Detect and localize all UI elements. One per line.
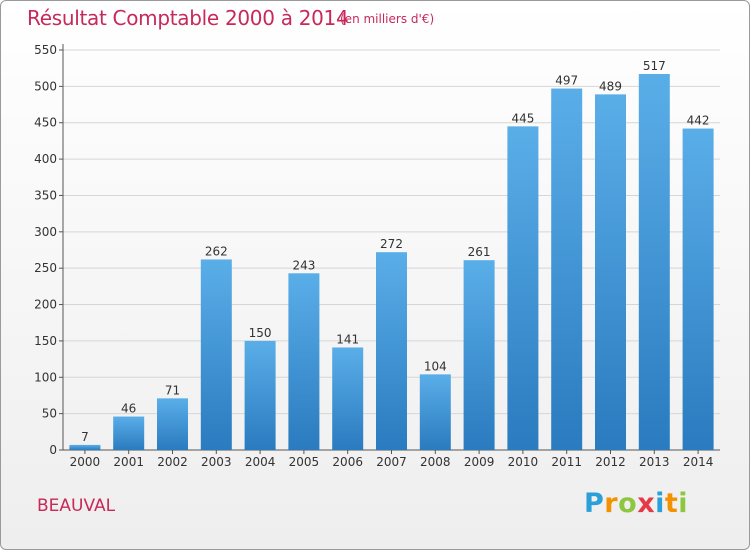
data-label: 261: [468, 245, 491, 259]
y-tick-label: 450: [34, 116, 57, 130]
data-label: 104: [424, 359, 447, 373]
x-tick-label: 2005: [289, 455, 320, 469]
bar: [507, 126, 539, 450]
y-tick-label: 250: [34, 261, 57, 275]
bar: [244, 340, 276, 450]
data-label: 489: [599, 79, 622, 93]
data-label: 262: [205, 244, 228, 258]
data-label: 243: [292, 258, 315, 272]
data-label: 7: [81, 430, 89, 444]
bar: [595, 94, 626, 450]
x-tick-label: 2012: [595, 455, 626, 469]
data-label: 517: [643, 59, 666, 73]
x-tick-label: 2013: [639, 455, 670, 469]
bar: [376, 252, 407, 450]
data-label: 71: [165, 383, 180, 397]
y-tick-label: 400: [34, 152, 57, 166]
y-tick-label: 200: [34, 298, 57, 312]
bar: [419, 374, 451, 450]
chart-title: Résultat Comptable 2000 à 2014: [27, 6, 349, 30]
bar: [682, 128, 714, 450]
y-tick-label: 350: [34, 188, 57, 202]
y-tick-label: 550: [34, 43, 57, 57]
x-tick-label: 2010: [508, 455, 539, 469]
data-label: 272: [380, 237, 403, 251]
bar: [332, 347, 364, 450]
bar: [463, 260, 495, 450]
x-tick-label: 2000: [70, 455, 101, 469]
bar: [551, 88, 583, 450]
logo-letter: r: [604, 488, 619, 519]
logo-letter: i: [655, 488, 665, 519]
x-tick-label: 2004: [245, 455, 276, 469]
logo-letter: t: [664, 488, 679, 519]
bars: [69, 74, 714, 450]
bar: [69, 444, 101, 450]
y-tick-label: 500: [34, 79, 57, 93]
x-tick-label: 2003: [201, 455, 232, 469]
data-label: 442: [687, 114, 710, 128]
logo-letter: x: [637, 488, 656, 519]
data-label: 150: [249, 326, 272, 340]
x-tick-label: 2008: [420, 455, 451, 469]
x-tick-label: 2007: [376, 455, 407, 469]
bar: [113, 416, 145, 450]
y-tick-label: 150: [34, 334, 57, 348]
x-tick-label: 2001: [113, 455, 144, 469]
y-tick-label: 300: [34, 225, 57, 239]
logo-letter: P: [584, 488, 605, 519]
chart-subtitle: (en milliers d'€): [340, 12, 435, 26]
bar: [157, 398, 188, 450]
x-tick-label: 2002: [157, 455, 188, 469]
data-label: 141: [336, 332, 359, 346]
bar: [288, 273, 320, 450]
x-tick-label: 2009: [464, 455, 495, 469]
data-label: 497: [555, 74, 578, 88]
y-tick-label: 0: [49, 443, 57, 457]
data-label: 445: [511, 111, 534, 125]
proxiti-logo: Proxiti: [584, 488, 688, 519]
x-tick-label: 2014: [683, 455, 714, 469]
y-tick-label: 100: [34, 370, 57, 384]
x-tick-label: 2011: [551, 455, 582, 469]
labels: 7 2000 46 2001 71 2002 262 2003 150 2004 243 2005 14…: [70, 59, 714, 469]
bar: [638, 74, 670, 450]
data-label: 46: [121, 402, 136, 416]
bar: [200, 259, 232, 450]
x-tick-label: 2006: [332, 455, 363, 469]
y-tick-label: 50: [42, 407, 57, 421]
logo-letter: o: [618, 488, 638, 519]
logo-letter: i: [678, 488, 689, 519]
commune-name: BEAUVAL: [37, 496, 116, 516]
